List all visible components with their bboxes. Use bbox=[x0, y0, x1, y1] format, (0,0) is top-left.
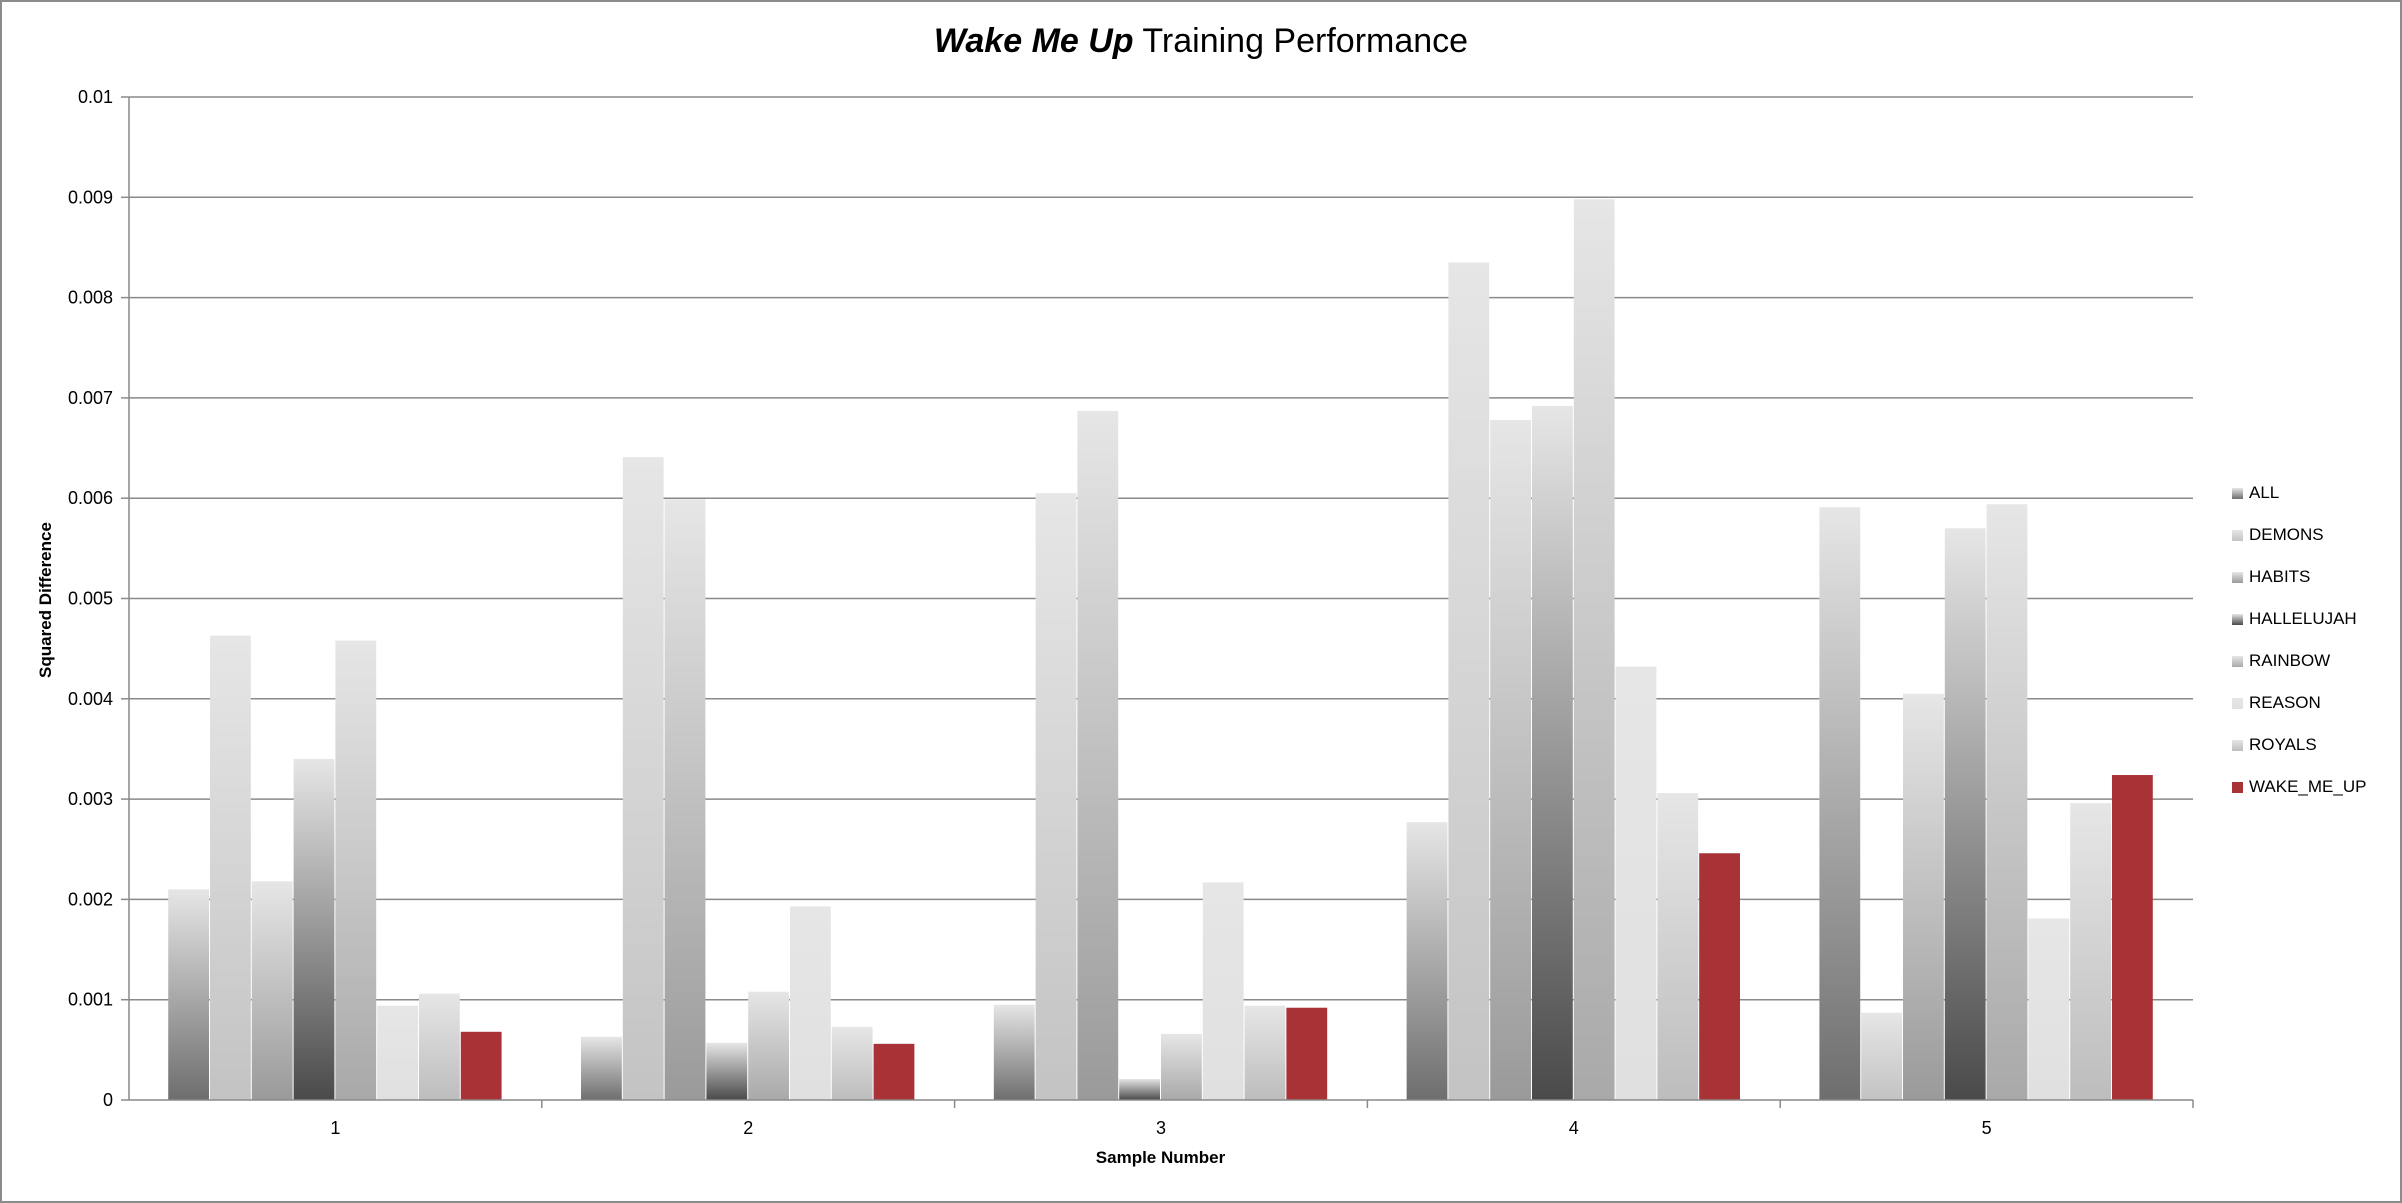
bar-habits-4 bbox=[1490, 419, 1532, 1100]
legend-label: WAKE_ME_UP bbox=[2249, 777, 2367, 796]
bar-demons-2 bbox=[622, 457, 664, 1100]
y-tick-label: 0.003 bbox=[68, 789, 113, 809]
x-tick-label: 4 bbox=[1569, 1118, 1579, 1138]
x-tick-label: 5 bbox=[1982, 1118, 1992, 1138]
bar-hallelujah-2 bbox=[706, 1042, 748, 1100]
legend-item-hallelujah: HALLELUJAH bbox=[2232, 598, 2366, 640]
bar-wake-me-up-1 bbox=[460, 1031, 502, 1100]
bar-hallelujah-5 bbox=[1944, 528, 1986, 1100]
chart-title: Wake Me Up Training Performance bbox=[0, 22, 2402, 61]
legend-label: HALLELUJAH bbox=[2249, 609, 2357, 628]
legend-label: ROYALS bbox=[2249, 735, 2317, 754]
legend-item-habits: HABITS bbox=[2232, 556, 2366, 598]
legend-swatch bbox=[2232, 571, 2243, 583]
bar-hallelujah-3 bbox=[1119, 1078, 1160, 1100]
bar-habits-1 bbox=[251, 881, 293, 1100]
bar-wake-me-up-4 bbox=[1699, 853, 1740, 1100]
bar-demons-5 bbox=[1861, 1012, 1903, 1100]
bar-reason-4 bbox=[1615, 666, 1657, 1100]
bar-reason-1 bbox=[377, 1005, 418, 1100]
y-tick-label: 0.005 bbox=[68, 589, 113, 609]
bar-demons-4 bbox=[1448, 262, 1490, 1100]
legend-swatch bbox=[2232, 529, 2243, 541]
x-axis-label: Sample Number bbox=[1095, 1148, 1226, 1167]
x-tick-label: 2 bbox=[743, 1118, 753, 1138]
legend: ALL DEMONS HABITS HALLELUJAH RAINBOW REASON RO… bbox=[2232, 472, 2366, 808]
legend-item-demons: DEMONS bbox=[2232, 514, 2366, 556]
legend-label: RAINBOW bbox=[2249, 651, 2331, 670]
chart-title-italic: Wake Me Up bbox=[933, 22, 1134, 60]
bar-hallelujah-4 bbox=[1532, 405, 1573, 1100]
bar-all-1 bbox=[168, 889, 210, 1100]
bar-rainbow-5 bbox=[1986, 504, 2028, 1100]
bar-habits-3 bbox=[1077, 410, 1119, 1101]
bar-rainbow-2 bbox=[748, 991, 789, 1100]
bar-all-2 bbox=[581, 1036, 622, 1100]
legend-item-all: ALL bbox=[2232, 472, 2366, 514]
bar-rainbow-3 bbox=[1161, 1033, 1202, 1100]
legend-swatch bbox=[2232, 739, 2243, 751]
bar-royals-2 bbox=[831, 1026, 873, 1100]
legend-swatch bbox=[2232, 613, 2243, 625]
bar-royals-4 bbox=[1657, 793, 1699, 1100]
bar-royals-3 bbox=[1244, 1005, 1286, 1100]
y-tick-label: 0.004 bbox=[68, 689, 113, 709]
y-tick-label: 0.002 bbox=[68, 889, 113, 909]
legend-item-rainbow: RAINBOW bbox=[2232, 640, 2366, 682]
bar-reason-3 bbox=[1202, 882, 1244, 1100]
legend-label: HABITS bbox=[2249, 567, 2311, 586]
bar-royals-1 bbox=[418, 993, 460, 1100]
bar-demons-3 bbox=[1035, 493, 1077, 1100]
legend-swatch bbox=[2232, 781, 2243, 793]
bar-reason-5 bbox=[2028, 918, 2070, 1100]
y-tick-label: 0.01 bbox=[78, 87, 113, 107]
y-tick-label: 0.007 bbox=[68, 388, 113, 408]
chart-title-rest: Training Performance bbox=[1133, 22, 1469, 60]
y-tick-label: 0.001 bbox=[68, 990, 113, 1010]
bar-all-3 bbox=[993, 1004, 1035, 1100]
legend-label: DEMONS bbox=[2249, 525, 2324, 544]
bar-wake-me-up-2 bbox=[873, 1043, 915, 1100]
bar-demons-1 bbox=[210, 635, 251, 1100]
legend-swatch bbox=[2232, 487, 2243, 499]
legend-swatch bbox=[2232, 697, 2243, 709]
y-tick-label: 0.009 bbox=[68, 187, 113, 207]
bar-habits-2 bbox=[664, 499, 706, 1100]
legend-item-royals: ROYALS bbox=[2232, 724, 2366, 766]
legend-label: ALL bbox=[2249, 483, 2280, 502]
x-tick-label: 3 bbox=[1156, 1118, 1166, 1138]
y-tick-label: 0.006 bbox=[68, 488, 113, 508]
legend-item-wake-me-up: WAKE_ME_UP bbox=[2232, 766, 2366, 808]
legend-swatch bbox=[2232, 655, 2243, 667]
legend-label: REASON bbox=[2249, 693, 2321, 712]
bar-reason-2 bbox=[789, 906, 831, 1100]
y-tick-label: 0.008 bbox=[68, 288, 113, 308]
bar-rainbow-4 bbox=[1573, 199, 1615, 1100]
bar-all-5 bbox=[1819, 507, 1861, 1100]
bar-wake-me-up-3 bbox=[1286, 1007, 1328, 1100]
bar-all-4 bbox=[1406, 822, 1448, 1100]
x-tick-label: 1 bbox=[330, 1118, 340, 1138]
bar-rainbow-1 bbox=[335, 640, 377, 1100]
bar-royals-5 bbox=[2070, 803, 2111, 1100]
bar-wake-me-up-5 bbox=[2111, 775, 2153, 1100]
legend-item-reason: REASON bbox=[2232, 682, 2366, 724]
bar-habits-5 bbox=[1903, 693, 1944, 1100]
bar-hallelujah-1 bbox=[293, 758, 335, 1100]
y-tick-label: 0 bbox=[103, 1090, 113, 1110]
